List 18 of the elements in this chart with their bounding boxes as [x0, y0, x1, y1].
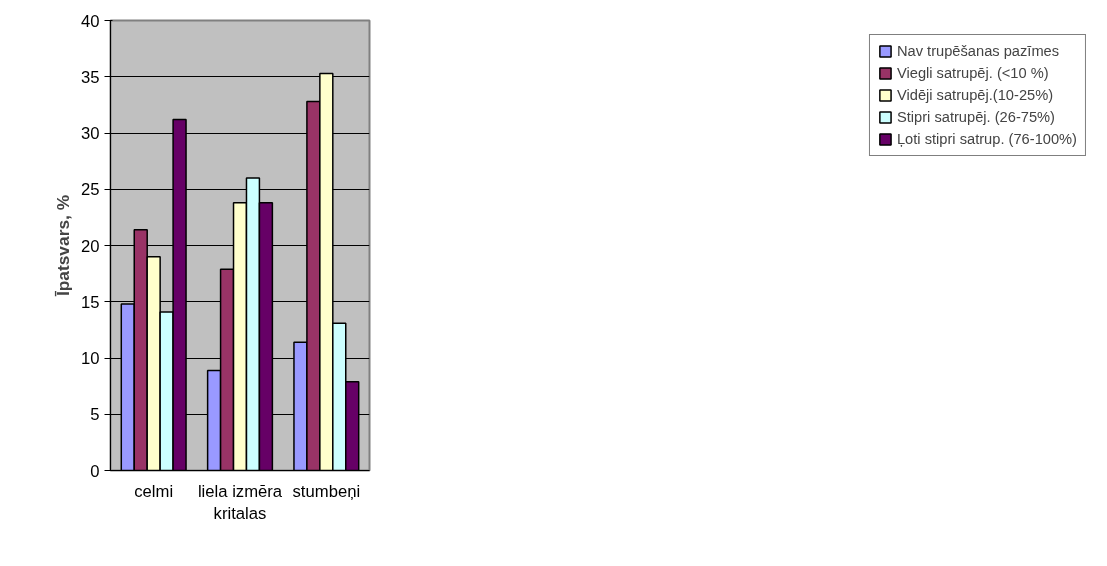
legend-label: Nav trupēšanas pazīmes	[896, 43, 1060, 59]
legend-label: Ļoti stipri satrup. (76-100%)	[896, 131, 1077, 147]
y-tick-label: 30	[80, 124, 100, 143]
legend-label: Viegli satrupēj. (<10 %)	[896, 65, 1049, 81]
x-tick-label: celmi	[134, 481, 174, 501]
y-tick-label: 40	[80, 11, 100, 31]
y-axis-title: Īpatsvars, %	[52, 194, 73, 298]
x-tick-label: liela izmēra kritalas	[197, 481, 283, 524]
y-tick-label: 25	[80, 180, 100, 200]
legend-label: Vidēji satrupēj.(10-25%)	[896, 87, 1054, 103]
y-tick-label: 0	[90, 461, 100, 481]
y-tick-label: 15	[80, 292, 100, 312]
x-tick-label: stumbeņi	[292, 481, 361, 501]
y-tick-label: 5	[90, 405, 100, 425]
y-tick-label: 20	[80, 236, 100, 256]
y-tick-label: 10	[80, 349, 100, 368]
y-tick-label: 35	[80, 67, 100, 87]
legend-label: Stipri satrupēj. (26-75%)	[896, 109, 1055, 125]
